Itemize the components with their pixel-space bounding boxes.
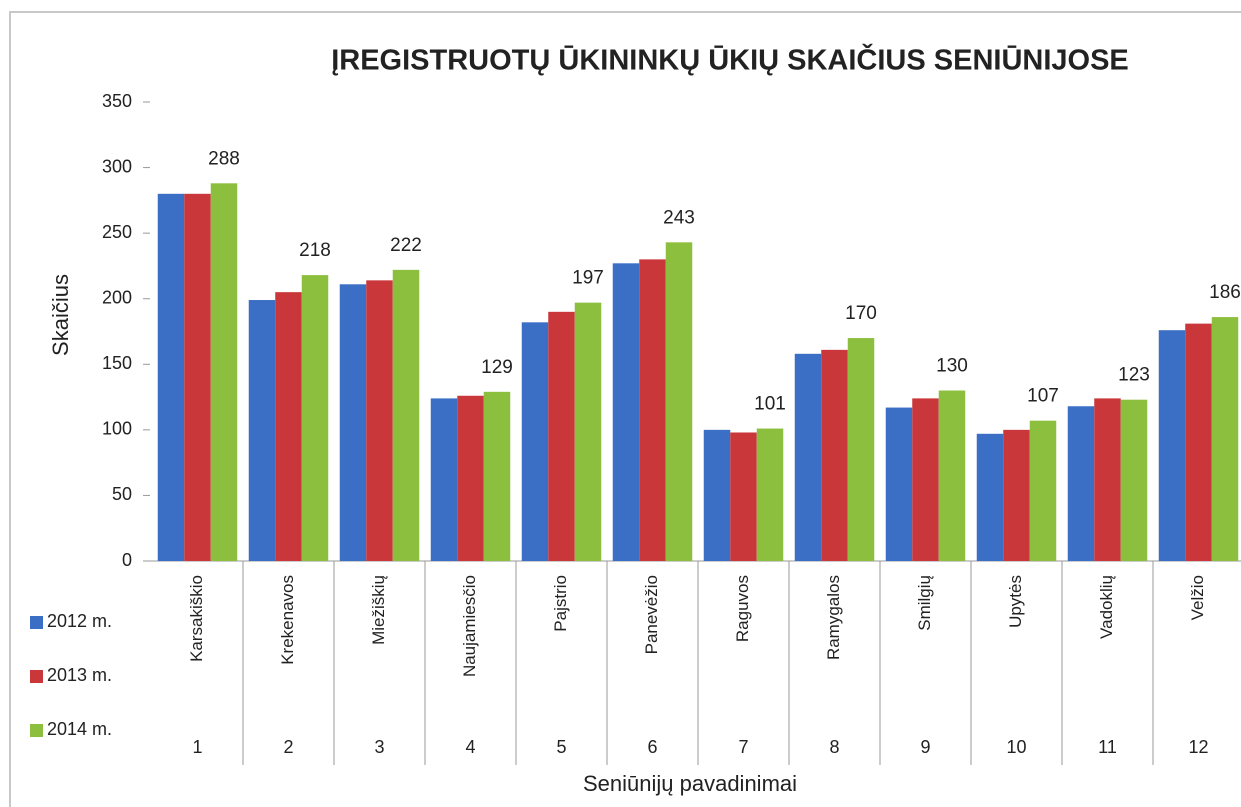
bar: [730, 432, 757, 561]
x-tick-label: Raguvos: [733, 575, 752, 642]
bar: [184, 193, 211, 562]
y-tick-label: 300: [102, 156, 132, 176]
bar: [1094, 398, 1121, 561]
bar: [521, 322, 549, 561]
y-tick-label: 100: [102, 419, 132, 439]
bar: [430, 398, 458, 561]
bar: [885, 407, 913, 561]
category-number: 6: [647, 737, 657, 757]
y-tick-label: 50: [112, 484, 132, 504]
data-label: 243: [663, 207, 695, 228]
legend-swatch: [30, 616, 43, 629]
legend-label: 2013 m.: [47, 665, 112, 685]
bar: [938, 390, 966, 561]
bar: [703, 429, 731, 561]
bar: [1185, 323, 1212, 561]
bar: [665, 242, 693, 561]
x-tick-label: Pajstrio: [551, 575, 570, 632]
bar: [794, 353, 822, 561]
bar: [1003, 429, 1030, 561]
bar: [612, 263, 640, 561]
bar: [1067, 406, 1095, 561]
bar: [366, 280, 393, 561]
bar: [574, 302, 602, 561]
category-number: 8: [829, 737, 839, 757]
bar: [457, 395, 484, 561]
y-tick-label: 250: [102, 222, 132, 242]
y-tick-label: 0: [122, 550, 132, 570]
bar: [301, 275, 329, 561]
data-label: 101: [754, 394, 786, 415]
x-tick-label: Smilgių: [915, 575, 934, 631]
x-tick-label: Vadoklių: [1097, 575, 1116, 639]
category-number: 12: [1188, 737, 1208, 757]
chart-frame: [9, 11, 1241, 807]
chart-title: ĮREGISTRUOTŲ ŪKININKŲ ŪKIŲ SKAIČIUS SENI…: [331, 43, 1129, 77]
x-tick-label: Ramygalos: [824, 575, 843, 660]
bar: [339, 284, 367, 561]
bar: [275, 292, 302, 561]
data-label: 222: [390, 235, 422, 256]
y-tick-label: 350: [102, 91, 132, 111]
category-number: 5: [556, 737, 566, 757]
x-tick-label: Upytės: [1006, 575, 1025, 628]
x-tick-label: Panevėžio: [642, 575, 661, 654]
data-label: 218: [299, 240, 331, 261]
data-label: 186: [1209, 282, 1241, 303]
bar: [639, 259, 666, 561]
category-number: 3: [374, 737, 384, 757]
legend-swatch: [30, 724, 43, 737]
x-tick-label: Naujamiesčio: [460, 575, 479, 677]
data-label: 123: [1118, 365, 1150, 386]
bar: [248, 300, 276, 561]
bar: [976, 433, 1004, 561]
category-number: 10: [1006, 737, 1026, 757]
bar: [756, 428, 784, 561]
y-tick-label: 150: [102, 353, 132, 373]
y-tick-label: 200: [102, 287, 132, 307]
category-number: 11: [1098, 737, 1117, 757]
category-number: 2: [283, 737, 293, 757]
x-tick-label: Velžio: [1188, 575, 1207, 620]
bar: [392, 269, 420, 561]
bar: [1158, 330, 1186, 561]
bar: [1211, 317, 1239, 561]
category-number: 9: [920, 737, 930, 757]
bar: [210, 183, 238, 561]
data-label: 107: [1027, 386, 1059, 407]
legend-swatch: [30, 670, 43, 683]
x-tick-label: Karsakiškio: [187, 575, 206, 662]
bar: [157, 193, 185, 562]
bar: [1029, 420, 1057, 561]
bar: [847, 338, 875, 561]
bar: [912, 398, 939, 561]
data-label: 130: [936, 356, 968, 377]
bar: [821, 349, 848, 561]
bar: [483, 391, 511, 561]
data-label: 170: [845, 303, 877, 324]
bar: [548, 311, 575, 561]
bar: [1120, 399, 1148, 561]
x-tick-label: Krekenavos: [278, 575, 297, 665]
legend-label: 2014 m.: [47, 719, 112, 739]
data-label: 197: [572, 268, 604, 289]
data-label: 288: [208, 148, 240, 169]
y-axis-label: Skaičius: [48, 274, 73, 356]
data-label: 129: [481, 357, 513, 378]
category-number: 1: [192, 737, 202, 757]
legend-label: 2012 m.: [47, 611, 112, 631]
category-number: 7: [738, 737, 748, 757]
category-number: 4: [465, 737, 475, 757]
x-tick-label: Miežiškių: [369, 575, 388, 645]
x-axis-label: Seniūnijų pavadinimai: [583, 771, 797, 796]
